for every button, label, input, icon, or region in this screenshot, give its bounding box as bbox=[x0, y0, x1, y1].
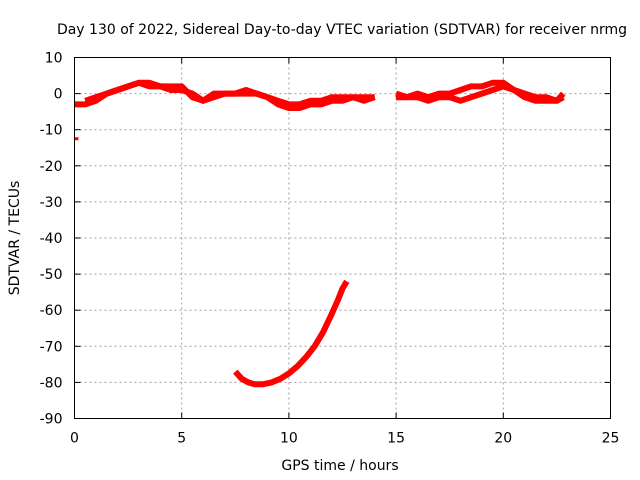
y-tick-label: -60 bbox=[40, 303, 63, 319]
y-tick-label: 10 bbox=[45, 51, 63, 67]
y-axis-label: SDTVAR / TECUs bbox=[7, 181, 23, 296]
y-tick-label: -20 bbox=[40, 159, 63, 175]
x-tick-label: 25 bbox=[602, 431, 620, 447]
x-tick-label: 20 bbox=[494, 431, 512, 447]
series-upper-trace-b bbox=[84, 79, 376, 111]
y-tick-label: -90 bbox=[40, 412, 63, 428]
series-layer bbox=[74, 79, 566, 388]
y-tick-label: -10 bbox=[40, 123, 63, 139]
series-upper-trace-c bbox=[395, 79, 565, 104]
x-tick-label: 5 bbox=[177, 431, 186, 447]
y-tick-label: -80 bbox=[40, 375, 63, 391]
chart-title: Day 130 of 2022, Sidereal Day-to-day VTE… bbox=[57, 22, 627, 38]
x-axis-label: GPS time / hours bbox=[281, 458, 398, 474]
tick-layer: 0 5 10 15 20 25 10 0 -10 -20 -30 -40 -50 -60 -70 -80 -90 bbox=[40, 51, 620, 447]
grid-layer bbox=[74, 57, 611, 419]
y-tick-label: -30 bbox=[40, 195, 63, 211]
x-tick-label: 10 bbox=[280, 431, 298, 447]
y-tick-label: -50 bbox=[40, 267, 63, 283]
y-tick-label: 0 bbox=[54, 87, 63, 103]
x-tick-label: 0 bbox=[70, 431, 79, 447]
series-lower-arc bbox=[233, 279, 350, 388]
x-tick-label: 15 bbox=[387, 431, 405, 447]
y-tick-label: -40 bbox=[40, 231, 63, 247]
series-upper-trace-d bbox=[396, 83, 566, 104]
y-tick-label: -70 bbox=[40, 339, 63, 355]
